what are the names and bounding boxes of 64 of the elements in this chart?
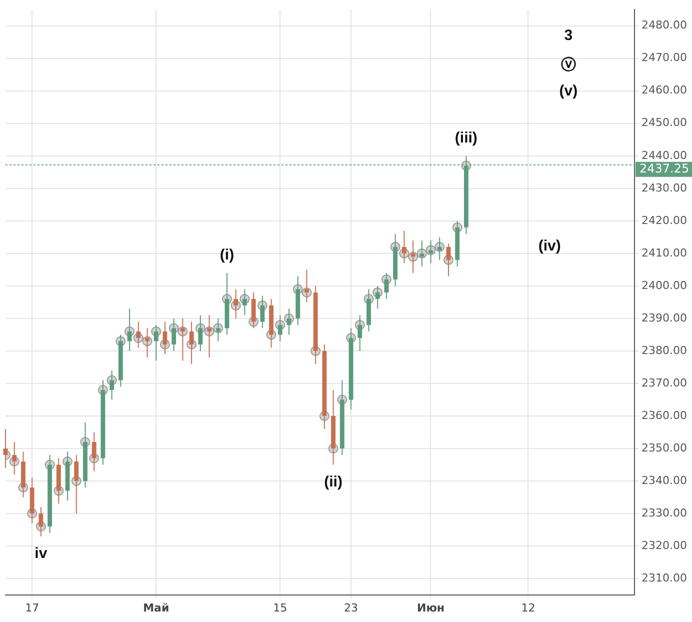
candlestick	[216, 318, 220, 342]
candlestick	[242, 288, 247, 316]
candlestick	[154, 324, 158, 362]
y-tick-label: 2340.00	[642, 474, 688, 487]
annotation: 3	[564, 27, 573, 44]
candlestick	[110, 370, 114, 400]
y-tick-label: 2330.00	[642, 506, 688, 520]
x-tick-label: 12	[521, 601, 536, 614]
y-tick-label: 2480.00	[642, 18, 688, 32]
candlestick	[437, 236, 442, 260]
y-tick-label: 2400.00	[642, 278, 688, 292]
annotation: (i)	[220, 246, 234, 264]
candlestick	[180, 318, 185, 362]
candlestick	[234, 288, 238, 319]
candlestick	[278, 314, 282, 342]
candlestick	[74, 454, 79, 514]
annotation: ⓥ	[560, 56, 576, 74]
x-tick-label: 15	[273, 601, 288, 614]
y-tick-label: 2350.00	[642, 441, 688, 454]
y-tick-label: 2310.00	[642, 571, 688, 584]
candlestick	[402, 230, 406, 264]
candlestick	[136, 321, 141, 348]
annotation: (ii)	[324, 473, 342, 490]
candlestick	[12, 442, 17, 476]
y-tick-label: 2470.00	[642, 51, 688, 64]
y-tick-label: 2420.00	[642, 214, 688, 227]
y-tick-label: 2360.00	[642, 408, 688, 422]
candlestick	[358, 314, 362, 352]
x-tick-label: 23	[344, 601, 358, 614]
ref-line-label: 2437.25	[640, 161, 690, 176]
candlestick	[251, 292, 256, 329]
x-tick-label: Май	[143, 601, 170, 614]
candlestick	[3, 428, 8, 469]
annotation: (iii)	[454, 130, 478, 147]
candlestick	[207, 314, 212, 358]
x-tick-label: 17	[25, 601, 40, 614]
candlestick	[286, 308, 292, 336]
candlestick	[384, 272, 389, 300]
candlestick	[304, 269, 309, 303]
y-tick-label: 2390.00	[642, 311, 688, 324]
candlestick	[145, 328, 150, 358]
annotation: iv	[34, 544, 48, 562]
candlestick	[260, 295, 265, 329]
y-tick-label: 2450.00	[642, 116, 688, 130]
candlestick	[189, 321, 194, 364]
annotation: (iv)	[538, 238, 561, 255]
candlestick	[198, 314, 203, 352]
y-tick-label: 2440.00	[642, 148, 688, 162]
candlestick	[375, 285, 380, 310]
y-tick-label: 2410.00	[642, 246, 688, 260]
candlestick	[428, 240, 433, 264]
x-tick-label: Июн	[417, 601, 444, 614]
candlestick	[420, 240, 424, 267]
y-tick-label: 2320.00	[642, 538, 688, 552]
candlestick	[172, 318, 176, 352]
candlestick	[446, 243, 451, 277]
candlestick	[92, 432, 96, 472]
y-tick-label: 2430.00	[642, 181, 688, 194]
annotation: (v)	[559, 82, 578, 100]
y-tick-label: 2380.00	[642, 344, 688, 357]
candlestick	[162, 321, 168, 355]
y-tick-label: 2370.00	[642, 376, 688, 390]
y-tick-label: 2460.00	[642, 84, 688, 97]
candlestick	[38, 506, 44, 537]
